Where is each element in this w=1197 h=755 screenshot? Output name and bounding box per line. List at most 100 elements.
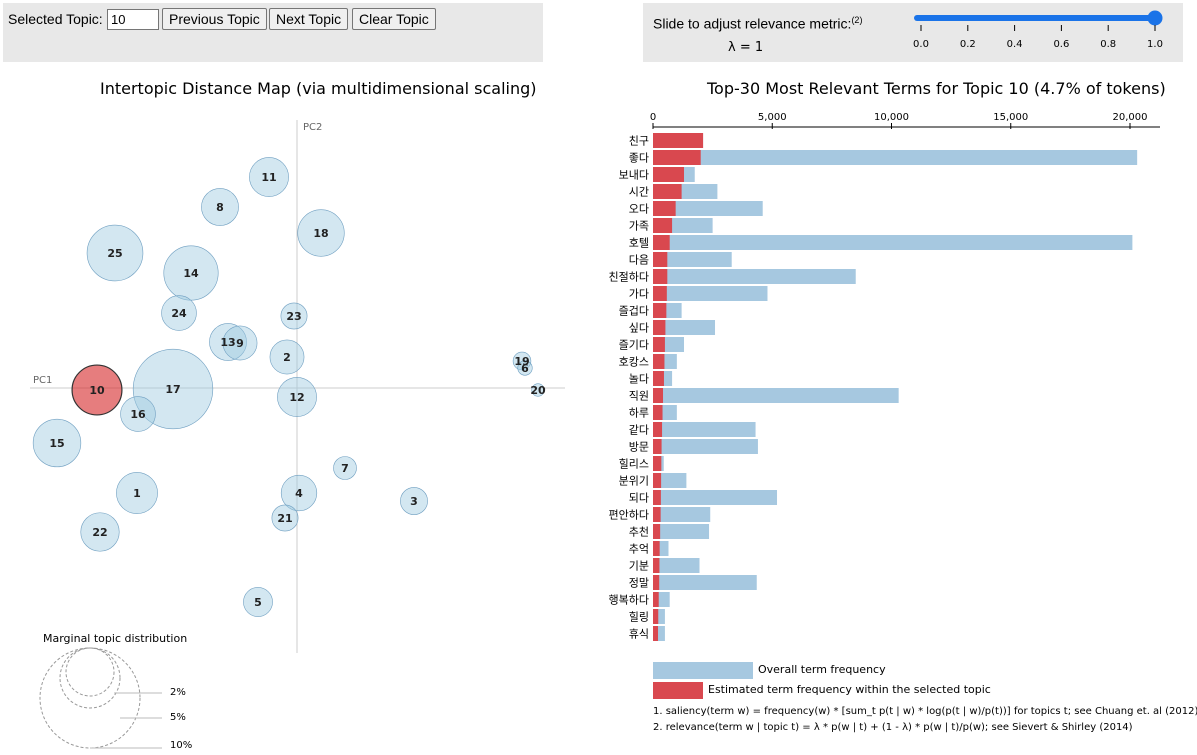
topic-label-24: 24 xyxy=(171,307,187,320)
term-label: 즐기다 xyxy=(619,339,649,352)
estimated-bar-좋다 xyxy=(653,150,701,165)
estimated-bar-방문 xyxy=(653,439,662,454)
term-label: 정말 xyxy=(629,577,649,590)
lambda-value: λ = 1 xyxy=(728,40,764,55)
estimated-bar-오다 xyxy=(653,201,676,216)
overall-bar-기분 xyxy=(653,558,700,573)
topic-bubble-1 xyxy=(116,472,158,514)
estimated-bar-시간 xyxy=(653,184,682,199)
previous-topic-button[interactable]: Previous Topic xyxy=(162,8,267,30)
term-label: 추억 xyxy=(629,543,649,556)
topic-label-15: 15 xyxy=(49,437,64,450)
marginal-label-10: 10% xyxy=(170,740,192,751)
term-label: 휴식 xyxy=(629,628,649,641)
topic-bubble-19 xyxy=(512,351,532,371)
term-label: 친구 xyxy=(629,135,649,148)
note-relevance: 2. relevance(term w | topic t) = λ * p(w… xyxy=(653,722,1133,733)
topic-label-10: 10 xyxy=(89,384,105,397)
topic-label-6: 6 xyxy=(521,362,529,375)
topic-label-23: 23 xyxy=(286,310,301,323)
term-label: 방문 xyxy=(629,441,649,454)
term-label: 힐리스 xyxy=(619,458,649,471)
topic-label-9: 9 xyxy=(236,337,244,350)
topic-label-18: 18 xyxy=(313,227,328,240)
topic-label-1: 1 xyxy=(133,487,141,500)
clear-topic-button[interactable]: Clear Topic xyxy=(352,8,436,30)
estimated-bar-직원 xyxy=(653,388,664,403)
estimated-bar-편안하다 xyxy=(653,507,661,522)
topic-label-19: 19 xyxy=(514,355,529,368)
estimated-bar-다음 xyxy=(653,252,668,267)
estimated-bar-기분 xyxy=(653,558,660,573)
estimated-bar-추천 xyxy=(653,524,661,539)
estimated-bar-되다 xyxy=(653,490,661,505)
topic-label-3: 3 xyxy=(410,495,418,508)
term-label: 오다 xyxy=(629,203,649,216)
slider-thumb[interactable] xyxy=(1147,10,1163,26)
overall-bar-정말 xyxy=(653,575,757,590)
selected-topic-input[interactable] xyxy=(107,9,159,30)
estimated-bar-친절하다 xyxy=(653,269,668,284)
topic-label-20: 20 xyxy=(530,384,546,397)
estimated-bar-보내다 xyxy=(653,167,685,182)
overall-bar-싶다 xyxy=(653,320,716,335)
overall-bar-가다 xyxy=(653,286,768,301)
topic-label-13: 13 xyxy=(220,336,235,349)
topic-bubble-17 xyxy=(132,348,214,430)
overall-bar-분위기 xyxy=(653,473,687,488)
term-label: 분위기 xyxy=(619,475,649,488)
term-label: 가족 xyxy=(629,220,649,233)
marginal-legend: 2% 5% 10% xyxy=(39,647,192,751)
topic-bubble-12 xyxy=(277,377,317,417)
term-label: 다음 xyxy=(629,254,649,267)
term-label: 편안하다 xyxy=(609,508,649,522)
legend-estimated-label: Estimated term frequency within the sele… xyxy=(708,683,991,696)
slider-track[interactable] xyxy=(914,15,1156,21)
topic-bubble-2 xyxy=(269,339,305,375)
estimated-bar-같다 xyxy=(653,422,663,437)
term-label: 시간 xyxy=(629,186,649,199)
marginal-circle-2 xyxy=(65,647,115,697)
estimated-bar-휴식 xyxy=(653,626,659,641)
term-label: 힐링 xyxy=(629,611,649,624)
topic-bubble-7 xyxy=(333,456,357,480)
topic-bubble-3 xyxy=(400,487,428,515)
topic-bubble-24 xyxy=(161,295,197,331)
lambda-panel: Slide to adjust relevance metric:(2) λ =… xyxy=(643,3,1183,62)
overall-bar-되다 xyxy=(653,490,778,505)
slider-tick-label: 0.6 xyxy=(1053,39,1069,50)
term-label: 가다 xyxy=(629,288,649,301)
topic-label-16: 16 xyxy=(130,408,146,421)
topic-bubble-10 xyxy=(71,364,123,416)
estimated-bar-분위기 xyxy=(653,473,662,488)
slider-tick-label: 0.8 xyxy=(1100,39,1116,50)
next-topic-button[interactable]: Next Topic xyxy=(269,8,349,30)
estimated-bar-즐기다 xyxy=(653,337,665,352)
topic-bubble-6 xyxy=(517,360,533,376)
selected-topic-label: Selected Topic: xyxy=(8,11,103,27)
topic-label-25: 25 xyxy=(107,247,122,260)
overall-bar-방문 xyxy=(653,439,758,454)
x-tick-label: 15,000 xyxy=(993,112,1028,123)
x-tick-label: 5,000 xyxy=(758,112,787,123)
topic-label-17: 17 xyxy=(165,383,180,396)
topic-bubble-18 xyxy=(297,209,345,257)
estimated-bar-호캉스 xyxy=(653,354,665,369)
term-label: 놀다 xyxy=(629,373,649,386)
term-label: 좋다 xyxy=(629,152,649,165)
lambda-label: Slide to adjust relevance metric:(2) xyxy=(653,15,862,32)
topic-bubble-16 xyxy=(120,396,156,432)
overall-bar-편안하다 xyxy=(653,507,711,522)
term-label: 즐겁다 xyxy=(619,305,649,318)
intertopic-map-title: Intertopic Distance Map (via multidimens… xyxy=(100,79,537,98)
topic-bubble-22 xyxy=(80,512,120,552)
term-label: 보내다 xyxy=(619,169,649,182)
topic-label-5: 5 xyxy=(254,596,262,609)
term-label: 기분 xyxy=(629,560,649,573)
topic-bubble-23 xyxy=(280,302,308,330)
lambda-slider[interactable]: 0.0 0.2 0.4 0.6 0.8 1.0 xyxy=(905,3,1175,62)
pc1-label: PC1 xyxy=(33,375,52,386)
topic-label-14: 14 xyxy=(183,267,199,280)
topic-bubble-5 xyxy=(243,587,273,617)
legend-overall-label: Overall term frequency xyxy=(758,663,886,676)
